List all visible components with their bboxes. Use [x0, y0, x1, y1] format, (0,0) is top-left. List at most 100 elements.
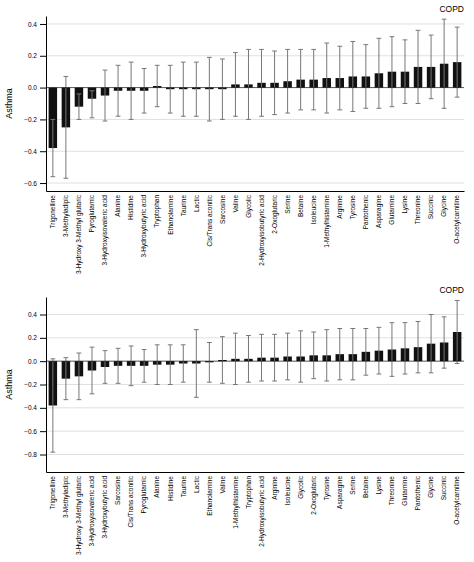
- error-cap-top: [403, 39, 408, 40]
- error-bar: [65, 76, 66, 178]
- error-cap-top: [455, 27, 460, 28]
- error-cap-bottom: [116, 383, 121, 384]
- x-tick-label: Cis/Trans aconitic: [206, 194, 213, 246]
- x-tick: Taurine: [180, 195, 187, 217]
- error-cap-bottom: [246, 119, 251, 120]
- x-tick-label: Threonine: [388, 476, 395, 506]
- error-cap-top: [155, 65, 160, 66]
- error-bar: [170, 345, 171, 385]
- error-cap-bottom: [50, 452, 55, 453]
- error-cap-bottom: [311, 378, 316, 379]
- y-tick-mark: [40, 151, 46, 152]
- grid-line: [46, 454, 464, 455]
- chart-root: −0.6−0.4−0.20.00.20.4Trigonelline3-Methy…: [0, 0, 474, 562]
- error-cap-bottom: [246, 382, 251, 383]
- x-tick: O-acetylcarnitine: [453, 476, 461, 525]
- error-bar: [431, 35, 432, 99]
- x-tick-label: Tyrosine: [349, 195, 357, 220]
- y-tick-mark: [40, 385, 46, 386]
- error-bar: [52, 359, 53, 452]
- x-tick: Arginine: [271, 476, 279, 500]
- error-bar: [378, 327, 379, 374]
- error-cap-bottom: [272, 114, 277, 115]
- error-bar: [248, 49, 249, 119]
- y-tick-label: −0.2: [24, 381, 37, 388]
- x-tick: Lactic: [193, 475, 200, 493]
- error-cap-bottom: [403, 374, 408, 375]
- error-cap-top: [311, 49, 316, 50]
- error-cap-bottom: [90, 393, 95, 394]
- x-tick-label: Glycolic: [245, 194, 253, 218]
- error-cap-top: [50, 358, 55, 359]
- error-bar: [457, 301, 458, 364]
- x-tick: Tryptophan: [245, 476, 253, 509]
- error-cap-top: [311, 332, 316, 333]
- x-tick: Serine: [284, 195, 291, 214]
- x-tick: Lysine: [375, 476, 383, 495]
- annotation: COPD: [439, 285, 464, 295]
- y-tick: 0.0: [28, 358, 46, 365]
- x-tick: Tyrosine: [349, 195, 357, 220]
- error-cap-bottom: [129, 119, 134, 120]
- x-tick: Taurine: [180, 476, 187, 498]
- grid: [46, 315, 464, 455]
- x-tick-label: Serine: [349, 476, 356, 495]
- error-bar: [170, 65, 171, 113]
- x-tick: 2-Oxoglutaric: [271, 194, 279, 233]
- error-cap-bottom: [272, 381, 277, 382]
- error-cap-bottom: [194, 116, 199, 117]
- x-tick-label: 3-Methyladipic: [62, 475, 70, 518]
- error-cap-top: [403, 322, 408, 323]
- error-bar: [339, 329, 340, 380]
- error-bar: [118, 65, 119, 116]
- error-cap-top: [116, 348, 121, 349]
- x-tick: 3-Methyladipic: [62, 475, 70, 518]
- x-tick: Glycolic: [245, 194, 253, 218]
- x-tick-label: Cis/Trans aconitic: [127, 475, 134, 527]
- error-bar: [196, 330, 197, 398]
- x-tick-label: Asparagine: [336, 476, 344, 509]
- x-tick-label: Trigonelline: [49, 476, 57, 510]
- x-tick-label: Glycolic: [297, 475, 305, 499]
- error-bar: [222, 337, 223, 384]
- y-tick-label: −0.8: [24, 451, 37, 458]
- panel: −0.8−0.6−0.4−0.20.00.20.4Trigonelline3-M…: [4, 285, 465, 555]
- error-cap-bottom: [90, 117, 95, 118]
- error-cap-top: [429, 35, 434, 36]
- error-cap-top: [324, 329, 329, 330]
- y-tick: 0.4: [28, 21, 46, 28]
- error-bar: [235, 53, 236, 117]
- error-bar: [91, 91, 92, 118]
- error-cap-bottom: [285, 113, 290, 114]
- error-cap-bottom: [377, 374, 382, 375]
- error-cap-bottom: [298, 382, 303, 383]
- error-bar: [209, 343, 210, 383]
- y-tick: −0.4: [24, 148, 46, 155]
- x-tick-label: 2-Hydroxyisobutyric acid: [258, 195, 266, 266]
- grid-line: [46, 183, 464, 184]
- x-tick: Tryptophan: [153, 195, 161, 228]
- error-bar: [418, 30, 419, 103]
- error-bar: [352, 329, 353, 380]
- error-cap-bottom: [324, 113, 329, 114]
- y-tick-label: 0.4: [28, 21, 37, 28]
- x-tick-label: Pantothenic: [362, 194, 369, 229]
- error-bar: [78, 353, 79, 400]
- x-tick: 1-Methylhistamine: [232, 476, 240, 529]
- error-bar: [183, 345, 184, 382]
- x-tick: Threonine: [414, 195, 421, 225]
- error-cap-bottom: [103, 383, 108, 384]
- error-cap-bottom: [337, 109, 342, 110]
- x-tick: Succinic: [440, 475, 447, 500]
- x-tick-label: 2-Hydroxyisobutyric acid: [258, 476, 266, 547]
- x-tick-label: Tryptophan: [153, 195, 161, 228]
- error-cap-top: [142, 349, 147, 350]
- error-cap-top: [142, 68, 147, 69]
- error-cap-top: [390, 36, 395, 37]
- error-bar: [144, 350, 145, 383]
- x-tick-label: 3-Hydroxy 3-Methyl glutaric: [75, 194, 83, 274]
- error-cap-bottom: [64, 178, 69, 179]
- x-tick: Tyrosine: [323, 476, 331, 501]
- error-cap-bottom: [390, 106, 395, 107]
- x-tick: Lactic: [193, 194, 200, 212]
